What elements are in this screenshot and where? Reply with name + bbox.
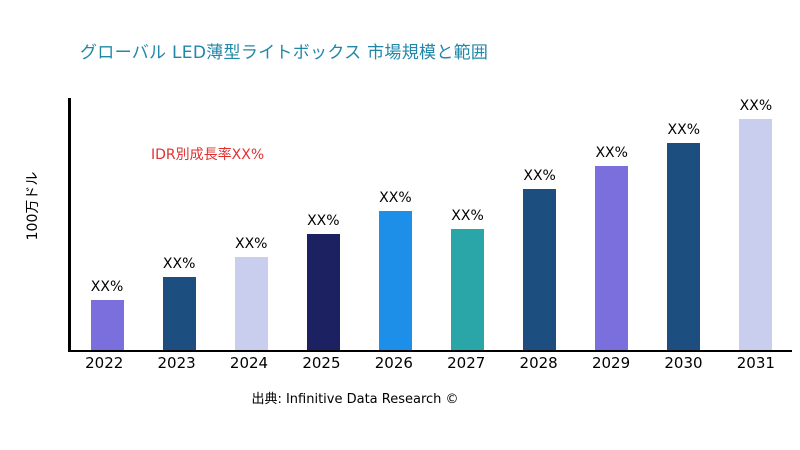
bar-value-label: XX% xyxy=(523,167,556,184)
bar-value-label: XX% xyxy=(595,145,628,162)
bar-group-2031: XX% xyxy=(720,98,792,350)
bar-group-2022: XX% xyxy=(71,98,143,350)
bar xyxy=(378,211,412,350)
chart-title: グローバル LED薄型ライトボックス 市場規模と範囲 xyxy=(80,43,489,63)
bar xyxy=(667,143,701,350)
bar-group-2027: XX% xyxy=(431,98,503,350)
x-tick-2027: 2027 xyxy=(447,354,486,372)
bar xyxy=(306,234,340,350)
x-tick-2024: 2024 xyxy=(229,354,269,372)
bar-value-label: XX% xyxy=(90,278,124,295)
bar-value-label: XX% xyxy=(667,122,701,139)
bar xyxy=(451,229,485,350)
x-tick-2022: 2022 xyxy=(85,354,124,372)
bar-value-label: XX% xyxy=(739,98,773,114)
bar-group-2026: XX% xyxy=(359,98,431,350)
x-axis-ticks: 2022 2023 2024 2025 2026 2027 2028 2029 2030 2031 xyxy=(68,354,792,378)
plot-area: IDR別成長率XX% XX% XX% XX% XX% XX% XX% XX% XX% XX% XX… xyxy=(68,98,792,352)
y-axis-label: 100万ドル xyxy=(25,171,41,241)
x-tick-2026: 2026 xyxy=(374,354,413,372)
bar-group-2025: XX% xyxy=(287,98,359,350)
bar-group-2024: XX% xyxy=(215,98,287,350)
bar-value-label: XX% xyxy=(234,235,268,252)
bar xyxy=(90,299,124,350)
bar-value-label: XX% xyxy=(451,208,484,225)
bar-group-2030: XX% xyxy=(648,98,720,350)
x-tick-2028: 2028 xyxy=(519,354,558,372)
bar-value-label: XX% xyxy=(379,190,412,207)
bar-group-2029: XX% xyxy=(576,98,648,350)
bar xyxy=(595,166,629,350)
bar xyxy=(739,119,773,350)
bar-group-2028: XX% xyxy=(504,98,576,350)
bar-group-2023: XX% xyxy=(143,98,215,350)
bar-value-label: XX% xyxy=(307,213,340,230)
x-tick-2025: 2025 xyxy=(302,354,341,372)
bar xyxy=(162,276,196,350)
growth-rate-annotation: IDR別成長率XX% xyxy=(151,147,265,163)
bar xyxy=(523,188,557,350)
x-tick-2023: 2023 xyxy=(157,354,196,372)
source-caption: 出典: Infinitive Data Research © xyxy=(251,392,459,407)
x-tick-2030: 2030 xyxy=(664,354,703,372)
x-tick-2029: 2029 xyxy=(591,354,631,372)
bar xyxy=(234,256,268,350)
x-tick-2031: 2031 xyxy=(736,354,775,372)
bar-value-label: XX% xyxy=(162,255,196,272)
